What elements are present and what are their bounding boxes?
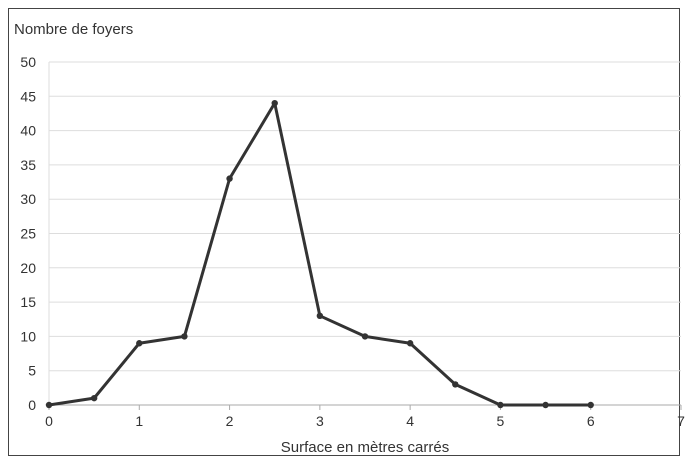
data-point-10 [497,401,504,409]
data-point-11 [542,401,549,409]
y-tick-label-0: 0 [28,397,36,413]
y-tick-label-25: 25 [20,226,36,242]
x-tick-label-6: 6 [587,413,595,429]
axes [48,62,682,410]
y-tick-label-15: 15 [20,294,36,310]
data-point-3 [181,333,188,340]
y-tick-label-20: 20 [20,260,36,276]
x-axis-title: Surface en mètres carrés [281,439,449,456]
y-tick-label-45: 45 [20,88,36,104]
data-point-1 [90,394,98,402]
y-tick-label-5: 5 [28,363,36,379]
data-point-0 [45,401,53,409]
chart-frame [8,8,680,456]
x-tick-label-0: 0 [45,413,53,429]
data-point-7 [361,333,369,340]
grid [49,61,681,372]
series-line-0 [48,101,591,407]
x-tick-label-2: 2 [226,413,234,429]
series-group [45,99,594,409]
y-tick-label-50: 50 [20,54,36,70]
data-point-12 [587,401,594,409]
y-tick-label-10: 10 [20,328,36,344]
x-tick-label-5: 5 [497,413,505,429]
y-tick-label-40: 40 [20,123,36,139]
data-point-9 [452,381,459,388]
x-tick-label-3: 3 [316,413,324,429]
data-point-4 [226,175,233,182]
data-point-8 [406,340,414,347]
data-point-6 [316,312,324,320]
data-point-2 [136,340,143,347]
y-axis-title: Nombre de foyers [14,21,133,38]
x-tick-label-1: 1 [135,413,143,429]
y-tick-label-30: 30 [20,191,36,207]
y-tick-label-35: 35 [20,157,36,173]
x-tick-label-4: 4 [406,413,414,429]
data-point-5 [271,99,278,107]
x-tick-label-7: 7 [677,413,685,429]
